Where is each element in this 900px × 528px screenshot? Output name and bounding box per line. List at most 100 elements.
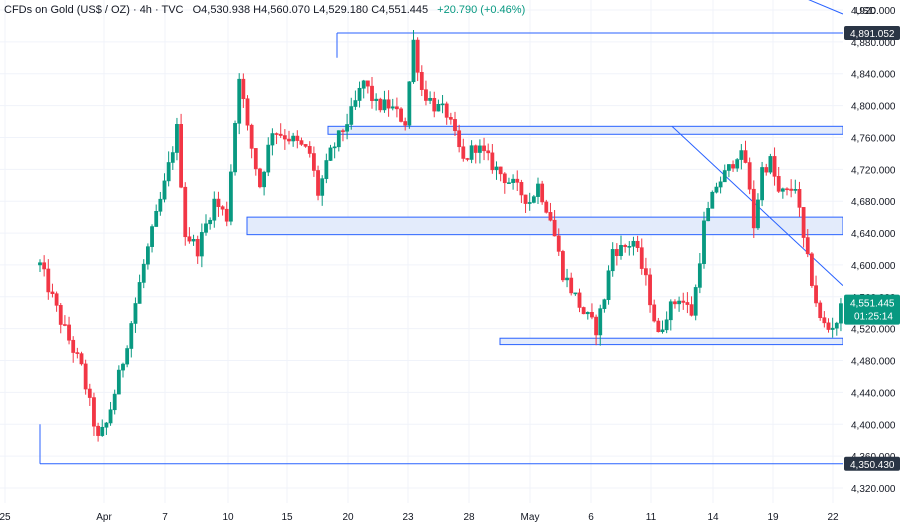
candle-body bbox=[523, 194, 528, 204]
grid-lines bbox=[0, 0, 843, 503]
candle-body bbox=[382, 99, 387, 111]
candle-body bbox=[448, 117, 453, 120]
candle-body bbox=[685, 302, 690, 305]
close-value: C4,551.445 bbox=[371, 4, 429, 16]
candle-body bbox=[229, 171, 233, 222]
candle-body bbox=[760, 167, 765, 201]
candle-body bbox=[772, 156, 777, 177]
candle-body bbox=[689, 304, 694, 316]
candle-body bbox=[797, 189, 802, 208]
candle-body bbox=[643, 268, 648, 276]
candle-body bbox=[390, 106, 395, 109]
price-axis[interactable]: USD 4,920.000 4,880.000 4,840.000 4,800.000… bbox=[843, 0, 900, 528]
candle-body bbox=[540, 183, 545, 203]
candle-body bbox=[731, 164, 735, 169]
time-tick-label: May bbox=[521, 512, 540, 523]
price-tick-label: 4,320.000 bbox=[851, 484, 896, 495]
time-tick-label: 7 bbox=[162, 512, 168, 523]
candle-body bbox=[776, 176, 781, 192]
candle-body bbox=[394, 106, 399, 110]
price-tick-label: 4,440.000 bbox=[851, 388, 896, 399]
time-tick-label: 25 bbox=[0, 512, 11, 523]
candle-body bbox=[697, 263, 702, 288]
candle-body bbox=[370, 85, 374, 101]
candle-body bbox=[311, 153, 316, 171]
candle-body bbox=[287, 138, 291, 142]
candle-body bbox=[175, 124, 179, 153]
candle-body bbox=[631, 240, 636, 247]
candle-body bbox=[399, 108, 403, 122]
candle-body bbox=[108, 409, 113, 424]
candle-body bbox=[619, 245, 623, 257]
candle-body bbox=[706, 208, 711, 222]
candle-body bbox=[295, 135, 300, 141]
time-axis[interactable]: 25 Apr 7 10 15 20 23 28 May 6 11 14 19 22 bbox=[0, 512, 839, 523]
candle-body bbox=[336, 130, 341, 148]
candle-body bbox=[245, 98, 250, 126]
candle-body bbox=[316, 170, 320, 196]
candle-body bbox=[739, 150, 744, 160]
candle-body bbox=[635, 240, 640, 248]
candle-body bbox=[702, 220, 706, 264]
candle-body bbox=[116, 369, 121, 395]
time-tick-label: 22 bbox=[827, 512, 839, 523]
candle-body bbox=[436, 104, 441, 112]
candle-body bbox=[361, 80, 366, 89]
candle-body bbox=[208, 219, 213, 225]
candle-body bbox=[258, 168, 262, 188]
candle-body bbox=[125, 348, 130, 365]
candle-body bbox=[577, 292, 582, 308]
candle-body bbox=[544, 201, 549, 213]
candle-body bbox=[536, 183, 540, 197]
candle-body bbox=[204, 223, 208, 233]
candle-body bbox=[473, 145, 478, 153]
candle-body bbox=[569, 277, 574, 294]
time-tick-label: 19 bbox=[767, 512, 779, 523]
candle-body bbox=[830, 327, 835, 330]
candle-body bbox=[656, 320, 661, 333]
candle-body bbox=[270, 133, 275, 146]
candle-body bbox=[328, 147, 333, 161]
candle-body bbox=[652, 304, 657, 322]
candle-body bbox=[718, 181, 723, 188]
candle-body bbox=[220, 206, 225, 210]
price-tick-label: 4,920.000 bbox=[851, 6, 896, 17]
candle-body bbox=[191, 239, 196, 242]
candle-body bbox=[79, 353, 84, 365]
candle-body bbox=[722, 170, 727, 183]
candle-body bbox=[477, 145, 482, 153]
change-value: +20.790 (+0.46%) bbox=[437, 4, 526, 16]
candle-body bbox=[486, 150, 491, 154]
open-value: O4,530.938 bbox=[192, 4, 251, 16]
price-tick-label: 4,800.000 bbox=[851, 102, 896, 113]
candle-body bbox=[386, 99, 391, 109]
candle-body bbox=[519, 182, 524, 196]
time-tick-label: 15 bbox=[281, 512, 293, 523]
candle-body bbox=[610, 249, 615, 272]
candle-body bbox=[677, 300, 682, 305]
candle-body bbox=[664, 319, 669, 331]
candle-body bbox=[511, 178, 516, 183]
candle-body bbox=[407, 81, 412, 126]
candle-body bbox=[623, 245, 628, 247]
candle-body bbox=[183, 186, 188, 238]
candle-body bbox=[75, 352, 80, 354]
price-tick-label: 4,880.000 bbox=[851, 38, 896, 49]
candle-body bbox=[556, 235, 561, 252]
candle-body bbox=[440, 103, 445, 106]
candle-body bbox=[96, 425, 101, 436]
candle-body bbox=[146, 246, 150, 265]
price-zones bbox=[246, 125, 844, 346]
candle-body bbox=[415, 39, 420, 73]
candle-body bbox=[751, 188, 756, 229]
candle-body bbox=[307, 146, 312, 154]
candle-body bbox=[424, 89, 428, 101]
candle-body bbox=[112, 393, 117, 411]
candle-body bbox=[320, 178, 325, 196]
candle-body bbox=[818, 302, 823, 319]
candle-body bbox=[735, 159, 740, 169]
candle-body bbox=[502, 173, 507, 184]
candle-body bbox=[710, 191, 715, 209]
candle-body bbox=[789, 188, 794, 191]
